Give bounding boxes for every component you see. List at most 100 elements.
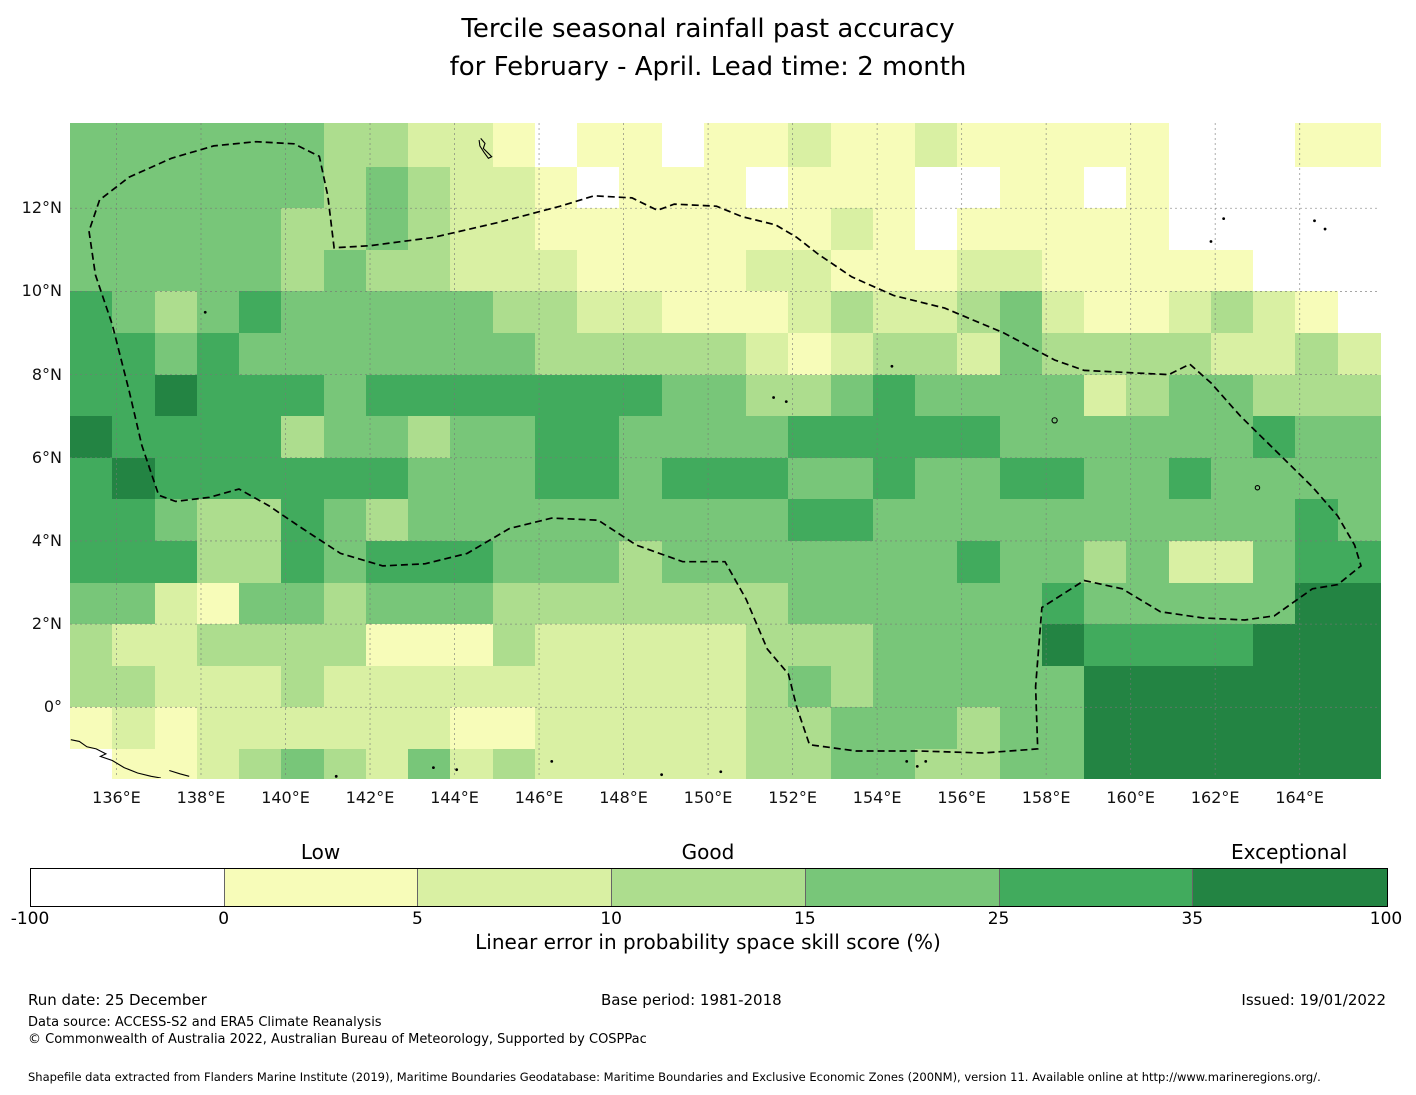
- grid-cell: [577, 249, 620, 292]
- x-tick-label: 154°E: [852, 788, 902, 807]
- grid-cell: [534, 457, 578, 500]
- grid-cell: [196, 166, 240, 209]
- grid-cell: [365, 166, 409, 209]
- grid-cell: [70, 540, 113, 584]
- grid-cell: [619, 249, 663, 292]
- grid-cell: [408, 374, 451, 417]
- x-tick-label: 148°E: [599, 788, 648, 807]
- grid-cell: [112, 665, 156, 708]
- grid-cell: [112, 416, 156, 459]
- grid-cell: [1253, 582, 1297, 625]
- grid-cell: [196, 333, 240, 376]
- grid-cell: [112, 624, 156, 667]
- grid-cell: [999, 166, 1043, 209]
- grid-cell: [957, 748, 1001, 779]
- grid-cell: [112, 208, 156, 251]
- grid-cell: [408, 624, 451, 667]
- grid-cell: [281, 249, 325, 292]
- base-period-text: Base period: 1981-2018: [601, 991, 782, 1009]
- grid-cell: [999, 291, 1043, 334]
- islet-dot: [550, 759, 554, 763]
- grid-cell: [1084, 374, 1128, 417]
- grid-cell: [999, 540, 1043, 584]
- grid-cell: [872, 540, 916, 584]
- y-tick-label: 6°N: [31, 447, 62, 467]
- grid-cell: [788, 540, 832, 584]
- grid-cell: [408, 208, 451, 251]
- grid-cell: [577, 208, 620, 251]
- grid-cell: [323, 416, 367, 459]
- grid-cell: [746, 123, 789, 168]
- grid-cell: [492, 540, 536, 584]
- grid-cell: [112, 540, 156, 584]
- grid-cell: [408, 123, 451, 168]
- grid-cell: [112, 499, 156, 542]
- grid-cell: [323, 249, 367, 292]
- grid-cell: [957, 374, 1001, 417]
- grid-cell: [703, 416, 747, 459]
- grid-cell: [830, 166, 874, 209]
- grid-cell: [492, 249, 536, 292]
- colorbar-segment: [805, 869, 1000, 906]
- grid-cell: [323, 624, 367, 667]
- grid-cell: [1041, 665, 1085, 708]
- grid-cell: [323, 457, 367, 500]
- grid-cell: [915, 166, 958, 209]
- y-tick-label: 2°N: [31, 614, 62, 634]
- grid-cell: [323, 748, 367, 779]
- grid-cell: [534, 624, 578, 667]
- grid-cell: [1210, 707, 1254, 750]
- grid-cell: [1337, 707, 1381, 750]
- grid-cell: [196, 707, 240, 750]
- grid-cell: [408, 748, 451, 779]
- grid-cell: [323, 374, 367, 417]
- grid-cell: [1168, 748, 1212, 779]
- grid-cell: [1295, 416, 1339, 459]
- grid-cell: [1126, 333, 1170, 376]
- grid-cell: [1295, 624, 1339, 667]
- grid-cell: [661, 707, 705, 750]
- colorbar: [30, 868, 1388, 907]
- grid-cell: [830, 707, 874, 750]
- grid-cell: [577, 582, 620, 625]
- grid-cell: [450, 540, 494, 584]
- colorbar-tick-label: 15: [794, 909, 816, 929]
- grid-cell: [534, 249, 578, 292]
- grid-cell: [534, 499, 578, 542]
- grid-cell: [746, 665, 789, 708]
- grid-cell: [1337, 291, 1381, 334]
- grid-cell: [703, 374, 747, 417]
- grid-cell: [661, 291, 705, 334]
- grid-cell: [492, 707, 536, 750]
- grid-cell: [70, 123, 113, 168]
- grid-cell: [239, 499, 282, 542]
- grid-cell: [281, 665, 325, 708]
- grid-cell: [577, 291, 620, 334]
- grid-cell: [746, 166, 789, 209]
- grid-cell: [196, 582, 240, 625]
- grid-cell: [1084, 540, 1128, 584]
- grid-cell: [281, 166, 325, 209]
- x-tick-label: 144°E: [430, 788, 479, 807]
- grid-cell: [281, 374, 325, 417]
- grid-cell: [619, 457, 663, 500]
- grid-cell: [1337, 416, 1381, 459]
- grid-cell: [915, 416, 958, 459]
- grid-cell: [492, 374, 536, 417]
- grid-cell: [830, 374, 874, 417]
- colorbar-tick-label: 5: [412, 909, 423, 929]
- grid-cell: [703, 624, 747, 667]
- grid-cell: [746, 374, 789, 417]
- grid-cell: [1210, 374, 1254, 417]
- grid-cell: [1210, 582, 1254, 625]
- grid-cell: [112, 166, 156, 209]
- shapefile-note-text: Shapefile data extracted from Flanders M…: [28, 1070, 1321, 1084]
- grid-cell: [1295, 582, 1339, 625]
- grid-cell: [1210, 748, 1254, 779]
- grid-cell: [872, 707, 916, 750]
- grid-cell: [365, 123, 409, 168]
- grid-cell: [408, 166, 451, 209]
- grid-cell: [154, 665, 198, 708]
- grid-cell: [408, 333, 451, 376]
